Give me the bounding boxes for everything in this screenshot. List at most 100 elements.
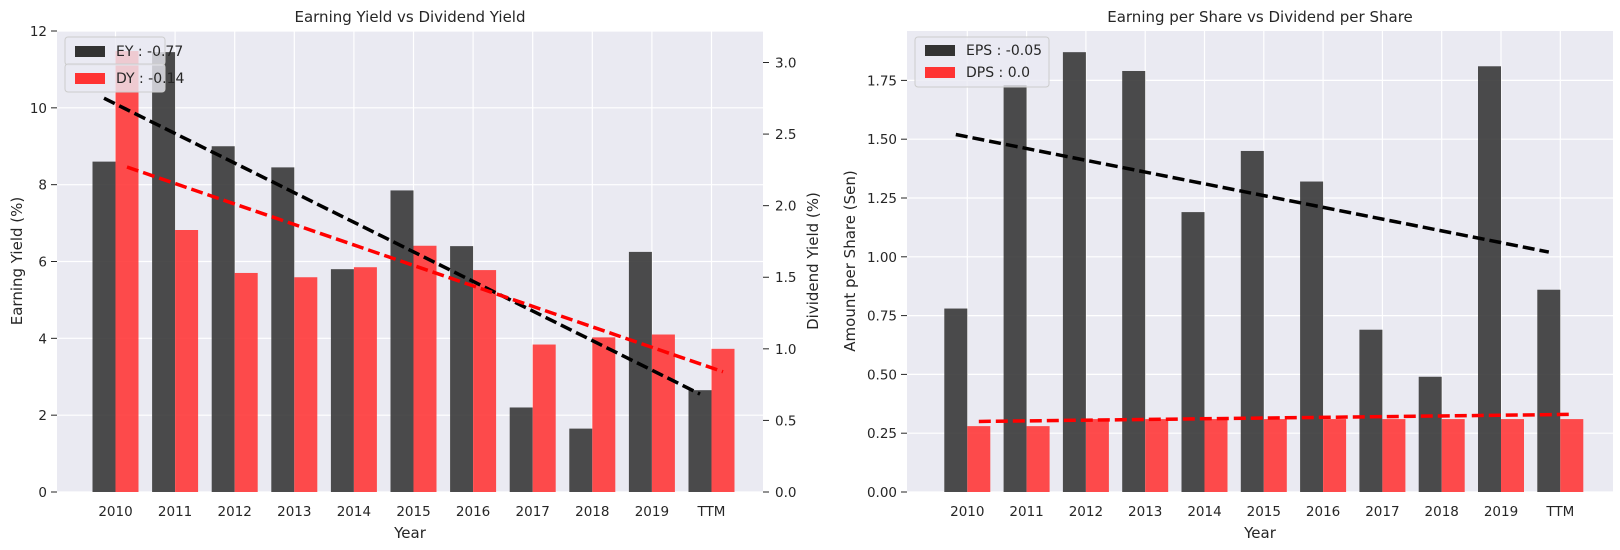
bar-primary (1537, 289, 1561, 492)
bar-secondary (1145, 419, 1169, 492)
x-tick-label: 2010 (98, 504, 132, 520)
bar-secondary (651, 334, 675, 492)
y-right-tick-label: 0.0 (775, 485, 796, 501)
trend-line-secondary (126, 165, 724, 374)
earning-yield-chart: 2010 2011 2012 2013 2014 2015 2016 2017 2018 2019… (8, 8, 822, 542)
bar-primary (569, 428, 593, 492)
x-tick-labels: 2010 2011 2012 2013 2014 2015 2016 2017 2018 2019… (950, 504, 1574, 520)
bar-secondary (1085, 419, 1109, 492)
bar-secondary (294, 277, 318, 492)
bar-primary (688, 390, 712, 492)
bar-secondary (234, 272, 258, 492)
bar-secondary (1441, 419, 1465, 492)
bar-primary (1418, 376, 1442, 492)
bar-primary (944, 308, 968, 492)
legend-label-eps: EPS : -0.05 (966, 43, 1042, 59)
bar-secondary (1026, 426, 1050, 492)
bar-secondary (711, 348, 735, 492)
x-tick-label: 2018 (1425, 504, 1459, 520)
x-axis-label: Year (1243, 524, 1277, 542)
y-tick-label: 8 (38, 178, 47, 194)
x-tick-label: 2016 (456, 504, 490, 520)
x-tick-label: 2019 (635, 504, 669, 520)
y-tick-label: 0.75 (867, 309, 897, 325)
bars (944, 52, 1584, 493)
y-tick-labels: 0.00 0.25 0.50 0.75 1.00 1.25 1.50 1.75 (867, 73, 907, 501)
legend: EPS : -0.05 DPS : 0.0 (914, 36, 1050, 88)
x-tick-label: 2015 (1247, 504, 1281, 520)
bar-primary (1359, 329, 1383, 492)
legend-swatch-dy (75, 73, 105, 84)
bar-primary (628, 251, 652, 492)
y-right-tick-label: 0.5 (775, 413, 796, 429)
legend-swatch-ey (75, 46, 105, 57)
bar-primary (1240, 150, 1264, 492)
bar-secondary (1323, 419, 1347, 492)
bar-secondary (532, 344, 556, 492)
bar-secondary (353, 267, 377, 492)
y-right-tick-label: 1.0 (775, 342, 796, 358)
eps-dps-chart: 2010 2011 2012 2013 2014 2015 2016 2017 2018 2019… (841, 8, 1613, 542)
bars (92, 51, 735, 493)
bar-primary (152, 52, 176, 493)
bar-primary (1181, 212, 1205, 492)
legend-box-2 (64, 63, 166, 93)
y-right-tick-label: 2.0 (775, 199, 796, 215)
bar-primary (509, 407, 533, 492)
y-tick-label: 6 (38, 255, 47, 271)
x-tick-label: 2017 (516, 504, 550, 520)
trend-lines (103, 96, 724, 396)
x-tick-label: 2019 (1484, 504, 1518, 520)
bar-primary (92, 161, 116, 492)
bar-primary (211, 146, 235, 492)
trend-line-secondary (978, 412, 1572, 424)
trend-lines (955, 132, 1572, 424)
legend-swatch-dps (925, 67, 955, 78)
x-tick-label: 2011 (158, 504, 192, 520)
x-axis-label: Year (393, 524, 427, 542)
y-tick-labels: 0 2 4 6 8 10 12 (30, 24, 57, 501)
y-tick-label: 12 (30, 24, 47, 40)
y-axis-label: Earning Yield (%) (8, 197, 26, 325)
y-right-tick-label: 2.5 (775, 127, 796, 143)
legend-swatch-eps (925, 45, 955, 56)
bar-primary (1003, 85, 1027, 493)
y-right-tick-label: 1.5 (775, 270, 796, 286)
x-tick-label: 2012 (218, 504, 252, 520)
legend-label-dy: DY : -0.14 (116, 71, 185, 87)
y-tick-label: 1.25 (867, 191, 897, 207)
bar-secondary (1382, 419, 1406, 492)
bar-secondary (1560, 419, 1584, 492)
x-tick-label: 2012 (1069, 504, 1103, 520)
x-tick-label: 2010 (950, 504, 984, 520)
x-tick-label: 2014 (337, 504, 371, 520)
y-tick-label: 0.25 (867, 426, 897, 442)
bar-primary (1062, 52, 1086, 492)
legend: EY : -0.77 DY : -0.14 (64, 36, 185, 93)
bar-primary (330, 269, 354, 492)
x-tick-labels: 2010 2011 2012 2013 2014 2015 2016 2017 2018 2019… (98, 504, 725, 520)
bar-primary (1478, 66, 1501, 492)
legend-label-ey: EY : -0.77 (116, 44, 183, 60)
x-tick-label: 2011 (1009, 504, 1043, 520)
bar-primary (390, 190, 414, 492)
x-tick-label: 2013 (1128, 504, 1162, 520)
x-tick-label: TTM (697, 504, 726, 520)
y-right-axis-label: Dividend Yield (%) (804, 192, 822, 330)
legend-label-dps: DPS : 0.0 (966, 65, 1030, 81)
y-right-tick-label: 3.0 (775, 55, 796, 71)
bar-secondary (592, 337, 616, 492)
bar-secondary (473, 270, 497, 492)
chart-title: Earning per Share vs Dividend per Share (1107, 8, 1413, 26)
trend-line-primary (955, 132, 1550, 254)
y-tick-label: 1.75 (867, 73, 897, 89)
y-tick-label: 0.00 (867, 485, 897, 501)
bar-secondary (967, 426, 991, 492)
bar-secondary (175, 230, 199, 492)
bar-secondary (1204, 419, 1228, 492)
x-tick-label: TTM (1545, 504, 1574, 520)
bar-primary (1122, 70, 1146, 493)
x-tick-label: 2018 (575, 504, 609, 520)
bar-secondary (413, 245, 437, 492)
